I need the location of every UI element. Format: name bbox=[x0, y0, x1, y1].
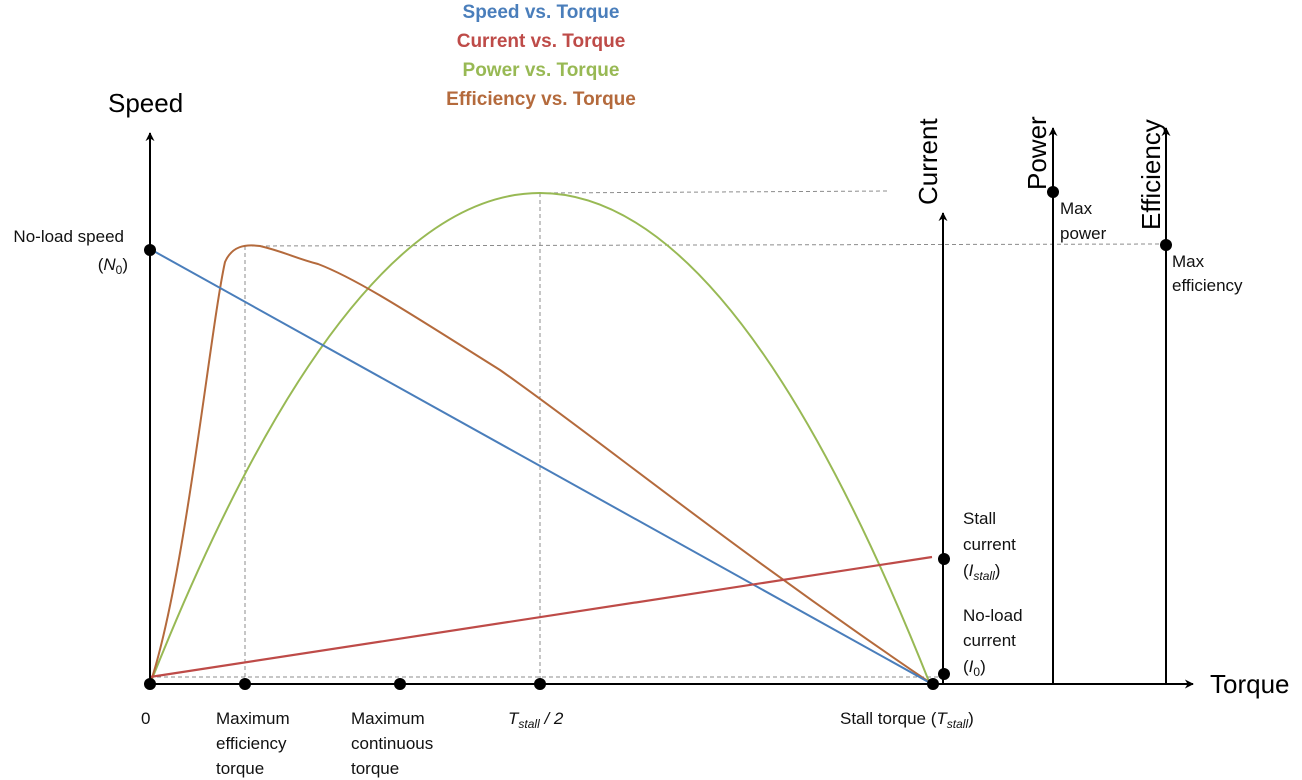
max-efficiency-torque-point bbox=[239, 678, 251, 690]
max-efficiency-torque-label-3: torque bbox=[216, 759, 264, 778]
origin-label: 0 bbox=[141, 709, 150, 728]
legend-efficiency: Efficiency vs. Torque bbox=[446, 89, 636, 110]
max-continuous-torque-label-3: torque bbox=[351, 759, 399, 778]
stall-current-label-2: current bbox=[963, 535, 1016, 554]
no-load-speed-label: No-load speed bbox=[13, 227, 124, 246]
stall-current-label-1: Stall bbox=[963, 509, 996, 528]
max-continuous-torque-label-1: Maximum bbox=[351, 709, 425, 728]
current-axis-title: Current bbox=[913, 118, 943, 205]
max-efficiency-torque-label-1: Maximum bbox=[216, 709, 290, 728]
max-efficiency-guide bbox=[244, 243, 1166, 247]
no-load-speed-point bbox=[144, 244, 156, 256]
no-load-speed-symbol: (N0) bbox=[98, 255, 128, 277]
torque-axis-title: Torque bbox=[1210, 669, 1290, 699]
max-power-guide bbox=[539, 190, 891, 194]
efficiency-curve bbox=[149, 244, 933, 685]
origin-point bbox=[144, 678, 156, 690]
max-efficiency-label-2: efficiency bbox=[1172, 276, 1243, 295]
max-efficiency-label-1: Max bbox=[1172, 252, 1205, 271]
stall-current-symbol: (Istall) bbox=[963, 561, 1000, 583]
half-stall-torque-label: Tstall / 2 bbox=[508, 709, 564, 731]
speed-axis-title: Speed bbox=[108, 88, 183, 118]
efficiency-axis-title: Efficiency bbox=[1136, 119, 1166, 230]
max-power-label-1: Max bbox=[1060, 199, 1093, 218]
power-curve bbox=[149, 192, 931, 685]
max-power-label-2: power bbox=[1060, 224, 1107, 243]
max-power-point bbox=[1047, 186, 1059, 198]
legend-current: Current vs. Torque bbox=[457, 31, 626, 52]
max-continuous-torque-label-2: continuous bbox=[351, 734, 433, 753]
no-load-current-symbol: (I0) bbox=[963, 657, 986, 679]
stall-current-point bbox=[938, 553, 950, 565]
max-efficiency-torque-label-2: efficiency bbox=[216, 734, 287, 753]
legend-power: Power vs. Torque bbox=[463, 60, 620, 81]
stall-torque-point bbox=[927, 678, 939, 690]
legend-speed: Speed vs. Torque bbox=[463, 2, 620, 23]
power-axis-title: Power bbox=[1022, 116, 1052, 190]
half-stall-torque-point bbox=[534, 678, 546, 690]
no-load-current-label-2: current bbox=[963, 631, 1016, 650]
stall-torque-label: Stall torque (Tstall) bbox=[840, 709, 974, 731]
max-continuous-torque-point bbox=[394, 678, 406, 690]
no-load-current-point bbox=[938, 668, 950, 680]
speed-curve bbox=[149, 248, 933, 685]
current-curve bbox=[149, 555, 933, 679]
no-load-current-label-1: No-load bbox=[963, 606, 1023, 625]
max-efficiency-point bbox=[1160, 239, 1172, 251]
